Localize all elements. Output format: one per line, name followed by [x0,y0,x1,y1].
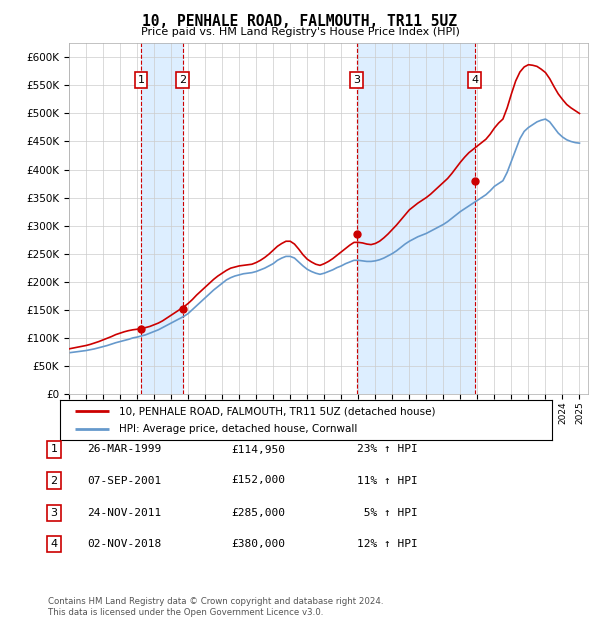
Text: Price paid vs. HM Land Registry's House Price Index (HPI): Price paid vs. HM Land Registry's House … [140,27,460,37]
Text: 5% ↑ HPI: 5% ↑ HPI [357,508,418,518]
Text: 1: 1 [50,445,58,454]
Bar [141,43,182,394]
Text: 11% ↑ HPI: 11% ↑ HPI [357,476,418,485]
Text: 1: 1 [137,75,145,85]
Bar [356,43,475,394]
Text: £285,000: £285,000 [231,508,285,518]
Text: 4: 4 [471,75,478,85]
Text: 2: 2 [179,75,186,85]
Text: 26-MAR-1999: 26-MAR-1999 [87,445,161,454]
Text: 2: 2 [50,476,58,485]
Text: £114,950: £114,950 [231,445,285,454]
Text: 07-SEP-2001: 07-SEP-2001 [87,476,161,485]
Text: 02-NOV-2018: 02-NOV-2018 [87,539,161,549]
Text: £380,000: £380,000 [231,539,285,549]
Text: HPI: Average price, detached house, Cornwall: HPI: Average price, detached house, Corn… [119,424,358,434]
Text: 24-NOV-2011: 24-NOV-2011 [87,508,161,518]
Text: 3: 3 [353,75,360,85]
Text: 10, PENHALE ROAD, FALMOUTH, TR11 5UZ: 10, PENHALE ROAD, FALMOUTH, TR11 5UZ [143,14,458,29]
Text: 10, PENHALE ROAD, FALMOUTH, TR11 5UZ (detached house): 10, PENHALE ROAD, FALMOUTH, TR11 5UZ (de… [119,406,436,416]
Text: 12% ↑ HPI: 12% ↑ HPI [357,539,418,549]
Text: 23% ↑ HPI: 23% ↑ HPI [357,445,418,454]
Text: 3: 3 [50,508,58,518]
Text: £152,000: £152,000 [231,476,285,485]
Text: 4: 4 [50,539,58,549]
Text: Contains HM Land Registry data © Crown copyright and database right 2024.
This d: Contains HM Land Registry data © Crown c… [48,598,383,617]
